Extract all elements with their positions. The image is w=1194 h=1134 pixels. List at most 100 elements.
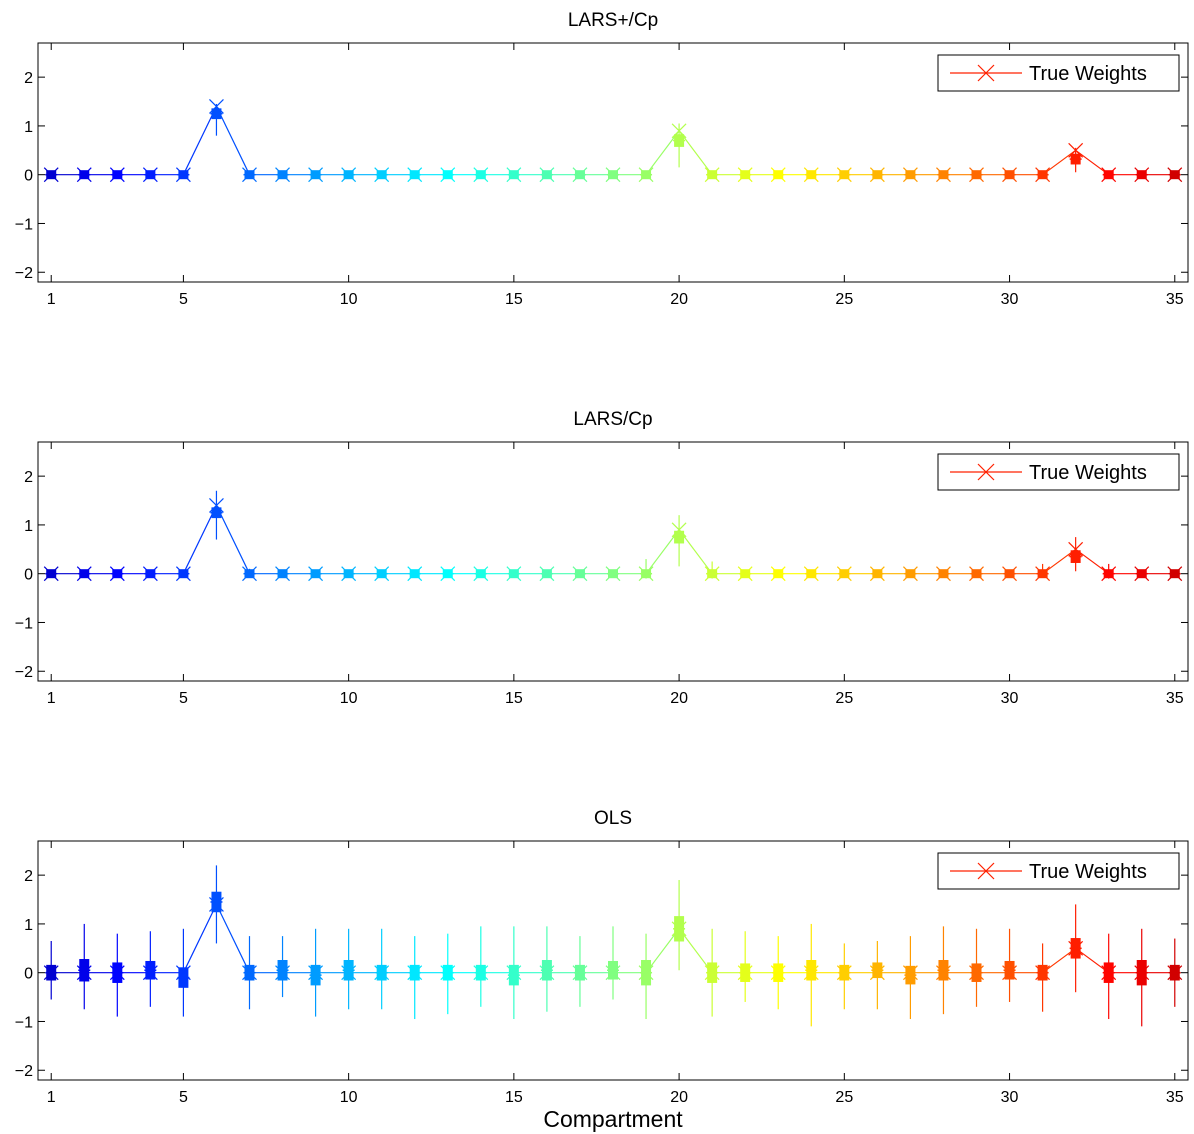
true-weight-marker-b (275, 566, 290, 582)
x-tick-label: 10 (340, 690, 358, 707)
true-weight-marker-b (737, 566, 753, 582)
true-weight-marker-b (869, 566, 885, 582)
y-tick-label: 0 (24, 567, 33, 584)
true-weight-segment (215, 106, 251, 175)
true-weight-marker-b (43, 965, 59, 981)
true-weight-marker-b (209, 497, 224, 513)
y-tick-label: 0 (24, 966, 33, 983)
y-tick-label: 1 (24, 119, 33, 136)
true-weight-marker-b (374, 965, 390, 981)
true-weight-marker-b (308, 566, 324, 582)
true-weight-marker-b (242, 566, 257, 582)
true-weight-segment (215, 904, 251, 973)
y-tick-label: 1 (24, 917, 33, 934)
true-weight-segment (645, 928, 680, 974)
true-weight-marker-b (671, 522, 687, 538)
legend: True Weights (937, 54, 1180, 92)
y-tick-label: 2 (24, 70, 33, 87)
true-weight-marker-b (605, 965, 621, 981)
true-weight-marker-b (43, 566, 59, 582)
y-tick-label: 1 (24, 518, 33, 535)
true-weight-marker-b (902, 965, 918, 981)
true-weight-marker-b (440, 167, 456, 183)
true-weight-marker-b (175, 965, 191, 981)
true-weight-marker-b (473, 566, 489, 582)
true-weight-marker-b (572, 965, 588, 981)
legend-label: True Weights (1029, 861, 1147, 883)
true-weight-marker-b (341, 167, 357, 183)
y-tick-label: −1 (15, 216, 33, 233)
true-weight-segment (1042, 548, 1076, 575)
true-weight-marker-b (638, 965, 654, 981)
legend-label: True Weights (1029, 462, 1147, 484)
true-weight-marker-b (76, 965, 92, 981)
true-weight-segment (182, 904, 217, 973)
y-tick-label: −1 (15, 1014, 33, 1031)
panel-title: OLS (594, 808, 632, 829)
x-tick-label: 1 (47, 1089, 56, 1106)
true-weight-marker-b (308, 965, 324, 981)
y-tick-label: −1 (15, 615, 33, 632)
panel-title: LARS+/Cp (568, 10, 658, 31)
x-tick-label: 5 (179, 690, 188, 707)
true-weight-marker-b (638, 566, 654, 582)
true-weight-marker-b (242, 167, 257, 183)
true-weight-marker-b (1167, 965, 1183, 981)
x-tick-label: 35 (1166, 690, 1184, 707)
true-weight-marker-b (605, 167, 621, 183)
true-weight-segment (678, 928, 713, 974)
x-tick-label: 5 (179, 291, 188, 308)
true-weight-marker-b (142, 566, 158, 582)
x-tick-label: 25 (835, 291, 853, 308)
true-weight-marker-b (770, 965, 786, 981)
true-weight-marker-b (803, 167, 819, 183)
x-axis-label: Compartment (543, 1106, 683, 1132)
y-tick-label: 2 (24, 469, 33, 486)
true-weight-marker-b (1068, 940, 1084, 956)
true-weight-segment (678, 130, 713, 176)
true-weight-marker-b (473, 965, 489, 981)
x-tick-label: 1 (47, 690, 56, 707)
true-weight-marker-b (1002, 965, 1017, 981)
true-weight-marker-b (770, 167, 786, 183)
true-weight-segment (1042, 149, 1076, 176)
true-weight-marker-b (1134, 965, 1150, 981)
y-tick-label: 0 (24, 168, 33, 185)
true-weight-marker-b (936, 965, 951, 981)
x-tick-label: 25 (835, 1089, 853, 1106)
true-weight-marker-b (539, 167, 555, 183)
true-weight-segment (182, 106, 217, 175)
x-tick-label: 15 (505, 1089, 523, 1106)
x-tick-label: 15 (505, 291, 523, 308)
x-tick-label: 20 (670, 690, 688, 707)
true-weight-segment (645, 130, 680, 176)
true-weight-marker-b (704, 965, 720, 981)
legend-marker-b (977, 64, 995, 82)
true-weight-marker-b (836, 566, 852, 582)
true-weight-marker-b (109, 167, 125, 183)
true-weight-marker-b (76, 167, 92, 183)
true-weight-marker-b (142, 167, 158, 183)
legend: True Weights (937, 453, 1180, 491)
true-weight-marker-b (407, 167, 423, 183)
true-weight-marker-b (539, 965, 555, 981)
true-weight-marker-b (902, 566, 918, 582)
true-weight-marker-b (109, 566, 125, 582)
true-weight-marker-b (440, 965, 456, 981)
x-tick-label: 35 (1166, 1089, 1184, 1106)
true-weight-marker-b (803, 566, 819, 582)
x-tick-label: 5 (179, 1089, 188, 1106)
x-tick-label: 10 (340, 1089, 358, 1106)
true-weight-marker-b (275, 965, 290, 981)
x-tick-label: 10 (340, 291, 358, 308)
true-weight-marker-b (76, 566, 92, 582)
true-weight-marker-b (1101, 965, 1117, 981)
true-weight-marker-b (142, 965, 158, 981)
true-weight-marker-b (109, 965, 125, 981)
true-weight-segment (1075, 548, 1110, 575)
true-weight-marker-b (43, 167, 59, 183)
